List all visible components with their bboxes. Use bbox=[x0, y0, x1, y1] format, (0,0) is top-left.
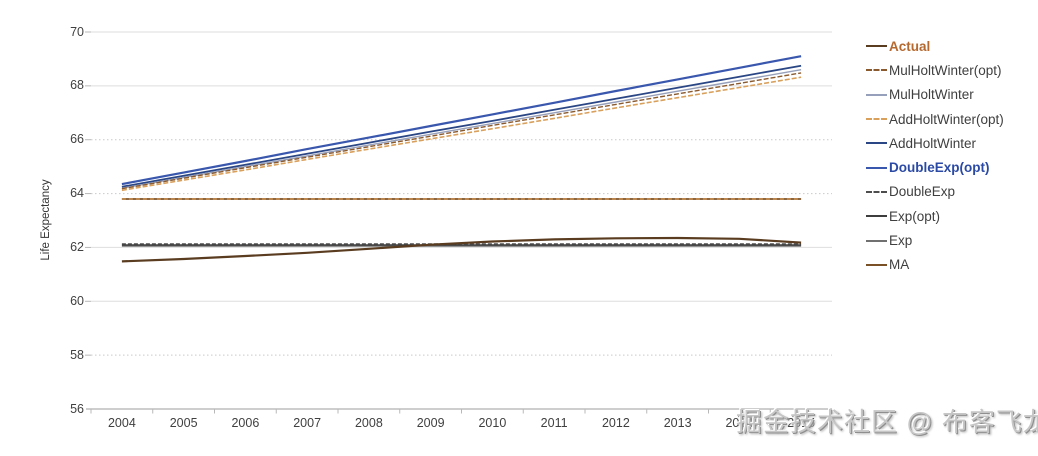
legend-swatch-MulHoltWinter(opt) bbox=[866, 69, 887, 72]
y-axis-title: Life Expectancy bbox=[40, 179, 52, 261]
series-line-AddHoltWinter bbox=[121, 64, 802, 188]
legend-swatch-AddHoltWinter(opt) bbox=[866, 118, 887, 121]
legend-swatch-MA bbox=[866, 263, 887, 266]
series-line-MulHoltWinter(opt) bbox=[121, 72, 802, 190]
y-tick-label: 58 bbox=[70, 347, 84, 362]
series-line-MulHoltWinter bbox=[121, 69, 802, 189]
x-tick-label: 2006 bbox=[231, 416, 260, 430]
legend-label-MulHoltWinter: MulHoltWinter bbox=[889, 87, 974, 103]
legend-swatch-DoubleExp(opt) bbox=[866, 166, 887, 169]
y-tick-label: 64 bbox=[70, 186, 84, 201]
x-tick-label: 2007 bbox=[293, 416, 322, 430]
x-tick-label: 2009 bbox=[416, 416, 445, 430]
x-tick-label: 2014 bbox=[725, 416, 754, 430]
y-tick-label: 60 bbox=[70, 293, 84, 308]
legend-label-AddHoltWinter: AddHoltWinter bbox=[889, 135, 977, 151]
legend-item-Exp(opt): Exp(opt) bbox=[866, 204, 1004, 228]
x-tick-label: 2011 bbox=[540, 416, 568, 430]
chart-legend: Actual MulHoltWinter(opt) MulHoltWinter Add… bbox=[866, 34, 1004, 277]
legend-item-Actual: Actual bbox=[866, 34, 1004, 58]
legend-swatch-Exp bbox=[866, 239, 887, 242]
legend-label-MA: MA bbox=[889, 257, 910, 273]
x-tick-label: 2010 bbox=[478, 416, 507, 430]
legend-label-Exp(opt): Exp(opt) bbox=[889, 208, 941, 224]
legend-item-MA: MA bbox=[866, 253, 1004, 277]
legend-swatch-Exp(opt) bbox=[866, 215, 887, 218]
series-line-DoubleExp(opt) bbox=[121, 55, 802, 186]
legend-label-Exp: Exp bbox=[889, 233, 913, 249]
y-tick-label: 56 bbox=[70, 401, 84, 416]
y-tick-label: 70 bbox=[70, 24, 84, 39]
y-tick-label: 68 bbox=[70, 78, 84, 93]
legend-label-MulHoltWinter(opt): MulHoltWinter(opt) bbox=[889, 62, 1002, 78]
watermark: 掘金技术社区 @ 布客飞龙 bbox=[736, 407, 1038, 437]
series-line-Actual bbox=[121, 236, 802, 263]
legend-label-Actual: Actual bbox=[889, 38, 931, 54]
legend-swatch-DoubleExp bbox=[866, 190, 887, 193]
legend-swatch-Actual bbox=[866, 45, 887, 48]
x-tick-label: 2013 bbox=[663, 416, 692, 430]
x-tick-label: 2004 bbox=[107, 416, 136, 430]
legend-item-DoubleExp(opt): DoubleExp(opt) bbox=[866, 155, 1004, 179]
legend-item-AddHoltWinter(opt): AddHoltWinter(opt) bbox=[866, 107, 1004, 131]
legend-swatch-AddHoltWinter bbox=[866, 142, 887, 145]
y-tick-label: 66 bbox=[70, 132, 84, 147]
x-tick-label: 2012 bbox=[601, 416, 630, 430]
y-tick-label: 62 bbox=[70, 239, 84, 254]
legend-item-AddHoltWinter: AddHoltWinter bbox=[866, 131, 1004, 155]
legend-label-AddHoltWinter(opt): AddHoltWinter(opt) bbox=[889, 111, 1004, 127]
x-tick-label: 2008 bbox=[354, 416, 383, 430]
legend-swatch-MulHoltWinter bbox=[866, 93, 887, 96]
legend-label-DoubleExp(opt): DoubleExp(opt) bbox=[889, 160, 990, 176]
legend-label-DoubleExp: DoubleExp bbox=[889, 184, 956, 200]
legend-item-DoubleExp: DoubleExp bbox=[866, 180, 1004, 204]
x-tick-label: 2015 bbox=[787, 416, 816, 430]
series-line-AddHoltWinter(opt) bbox=[121, 76, 802, 192]
x-tick-label: 2005 bbox=[169, 416, 198, 430]
legend-item-MulHoltWinter: MulHoltWinter bbox=[866, 83, 1004, 107]
legend-item-MulHoltWinter(opt): MulHoltWinter(opt) bbox=[866, 58, 1004, 82]
legend-item-Exp: Exp bbox=[866, 228, 1004, 252]
